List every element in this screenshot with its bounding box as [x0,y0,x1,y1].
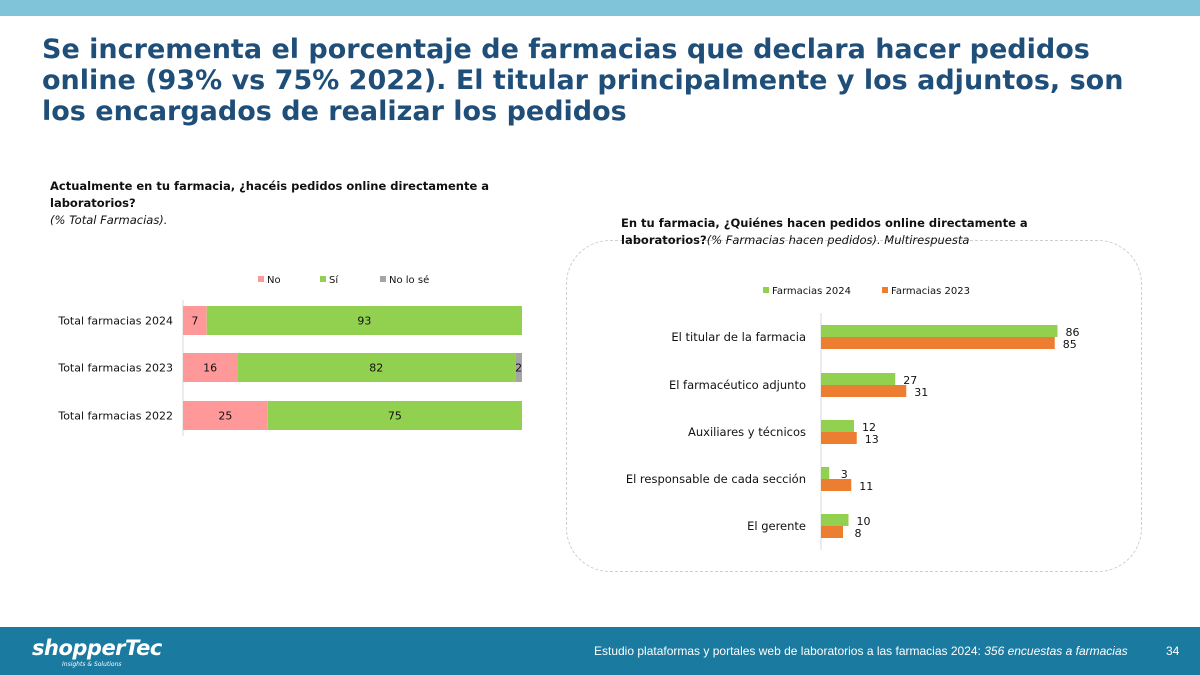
data2-label-4-2: 11 [859,480,873,493]
left-question: Actualmente en tu farmacia, ¿hacéis pedi… [50,179,490,210]
data2-label-1-2: 85 [1063,338,1077,351]
category2-label-2: El farmacéutico adjunto [669,378,806,392]
data-label-2-2: 82 [369,362,383,375]
legend2-label-1: Farmacias 2024 [772,286,851,297]
footer-study-text: Estudio plataformas y portales web de la… [594,644,1128,658]
bar2-2-1 [821,373,896,385]
legend-swatch-2 [320,276,326,282]
brand-logo-tagline: Insights & Solutions [62,661,122,668]
data2-label-5-2: 8 [855,527,862,540]
bar-2-1 [183,353,238,382]
category2-label-5: El gerente [747,519,806,533]
category-label-1: Total farmacias 2024 [57,315,173,328]
left-question-block: Actualmente en tu farmacia, ¿hacéis pedi… [50,178,520,229]
bar2-1-1 [821,325,1058,337]
data-label-2-1: 16 [203,362,217,375]
data-label-1-1: 7 [191,315,198,328]
category2-label-3: Auxiliares y técnicos [688,425,806,439]
bar-3-1 [183,401,268,430]
bar-1-2 [206,306,523,335]
bar2-3-1 [821,420,854,432]
page-number: 34 [1166,644,1180,658]
bar2-4-1 [821,467,830,479]
left-question-note: (% Total Farmacias). [50,213,168,227]
right-question-note: (% Farmacias hacen pedidos). Multirespue… [706,233,970,247]
bar2-5-2 [821,526,843,538]
right-question: En tu farmacia, ¿Quiénes hacen pedidos o… [621,216,1028,247]
bar2-4-2 [821,479,852,491]
legend-label-3: No lo sé [389,274,429,286]
footer-study-sample: 356 encuestas a farmacias [984,644,1128,658]
slide-title: Se incrementa el porcentaje de farmacias… [42,34,1124,127]
bar-1-1 [183,306,207,335]
data-label-3-1: 25 [218,410,232,423]
bar-2-3 [515,353,522,382]
category-label-3: Total farmacias 2022 [57,410,173,423]
top-accent-bar [0,0,1200,16]
bar2-3-2 [821,432,857,444]
bar2-2-2 [821,385,907,397]
footer-study: Estudio plataformas y portales web de la… [594,644,985,658]
data2-label-2-2: 31 [914,386,928,399]
legend2-label-2: Farmacias 2023 [891,286,970,297]
data-label-3-2: 75 [388,410,402,423]
data2-label-3-2: 13 [865,433,879,446]
data-label-1-2: 93 [357,315,371,328]
footer-bar [0,627,1200,675]
bar-3-2 [267,401,522,430]
brand-logo: shopperTec [32,636,162,660]
legend-swatch-3 [380,276,386,282]
data2-label-2-1: 27 [903,374,917,387]
data2-label-4-1: 3 [841,468,848,481]
bar-2-2 [237,353,516,382]
bar2-1-2 [821,337,1055,349]
data2-label-3-1: 12 [862,421,876,434]
category-label-2: Total farmacias 2023 [57,362,173,375]
data2-label-5-1: 10 [857,515,871,528]
right-question-block: En tu farmacia, ¿Quiénes hacen pedidos o… [621,215,1061,249]
legend2-swatch-2 [882,287,888,293]
legend2-swatch-1 [763,287,769,293]
legend-label-2: Sí [329,274,339,286]
data2-label-1-1: 86 [1066,326,1080,339]
legend-label-1: No [267,275,281,286]
data-label-2-3: 2 [515,362,522,375]
legend-swatch-1 [258,276,264,282]
right-chart-frame [566,240,1142,572]
category2-label-1: El titular de la farmacia [671,330,806,344]
category2-label-4: El responsable de cada sección [626,472,806,486]
bar2-5-1 [821,514,849,526]
